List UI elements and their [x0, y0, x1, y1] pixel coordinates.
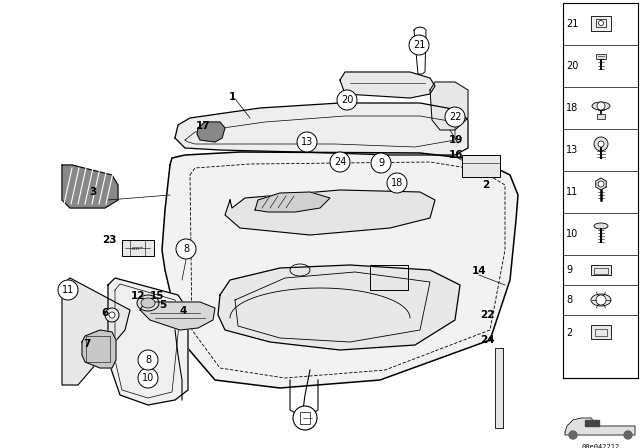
- Circle shape: [409, 35, 429, 55]
- Bar: [596, 54, 606, 59]
- Polygon shape: [175, 103, 468, 155]
- Polygon shape: [225, 190, 435, 235]
- Ellipse shape: [591, 294, 611, 306]
- Polygon shape: [62, 278, 130, 385]
- Text: 23: 23: [102, 235, 116, 245]
- Text: 2: 2: [566, 327, 572, 337]
- Text: 24: 24: [334, 157, 346, 167]
- Circle shape: [445, 107, 465, 127]
- Circle shape: [138, 368, 158, 388]
- Polygon shape: [62, 165, 118, 208]
- Text: 8: 8: [566, 295, 572, 305]
- Text: 12: 12: [131, 291, 145, 301]
- Circle shape: [569, 431, 577, 439]
- Polygon shape: [585, 420, 599, 426]
- Circle shape: [105, 308, 119, 322]
- Bar: [591, 326, 611, 340]
- Text: 10: 10: [566, 229, 579, 239]
- Bar: [595, 329, 607, 336]
- Text: 4: 4: [179, 306, 187, 316]
- Text: 8: 8: [145, 355, 151, 365]
- Circle shape: [109, 312, 115, 318]
- Text: 5: 5: [159, 300, 166, 310]
- Text: 1: 1: [228, 92, 236, 102]
- Text: 9: 9: [566, 265, 572, 275]
- Polygon shape: [140, 302, 215, 330]
- Ellipse shape: [141, 298, 155, 308]
- Text: 2: 2: [483, 180, 490, 190]
- Polygon shape: [430, 82, 468, 130]
- Bar: [594, 268, 608, 274]
- Circle shape: [293, 406, 317, 430]
- Text: 22: 22: [480, 310, 494, 320]
- Text: 20: 20: [566, 61, 579, 71]
- Circle shape: [598, 141, 604, 147]
- Text: 21: 21: [413, 40, 425, 50]
- Text: 6: 6: [101, 308, 109, 318]
- Circle shape: [138, 350, 158, 370]
- Polygon shape: [596, 178, 606, 190]
- Circle shape: [297, 132, 317, 152]
- Bar: [370, 265, 408, 290]
- Circle shape: [330, 152, 350, 172]
- Text: 11: 11: [566, 187, 579, 197]
- Ellipse shape: [592, 102, 610, 110]
- Text: 3: 3: [90, 187, 97, 197]
- Polygon shape: [255, 192, 330, 212]
- Circle shape: [387, 173, 407, 193]
- Polygon shape: [565, 418, 635, 435]
- Text: 15: 15: [150, 291, 164, 301]
- Text: 19: 19: [449, 135, 463, 145]
- Text: 14: 14: [472, 266, 486, 276]
- Polygon shape: [82, 330, 116, 368]
- Text: 10: 10: [142, 373, 154, 383]
- Bar: [591, 265, 611, 275]
- Circle shape: [371, 153, 391, 173]
- Polygon shape: [162, 152, 518, 388]
- Bar: [300, 412, 310, 424]
- Bar: [591, 16, 611, 31]
- Polygon shape: [197, 122, 225, 142]
- Ellipse shape: [594, 223, 608, 229]
- Bar: [563, 3, 638, 378]
- Circle shape: [58, 280, 78, 300]
- Bar: [597, 114, 605, 119]
- Circle shape: [598, 21, 604, 26]
- Text: 24: 24: [480, 335, 494, 345]
- Ellipse shape: [137, 295, 159, 311]
- Text: 7: 7: [83, 339, 91, 349]
- Text: 21: 21: [566, 19, 579, 29]
- Text: 9: 9: [378, 158, 384, 168]
- Text: 17: 17: [196, 121, 211, 131]
- Polygon shape: [218, 265, 460, 350]
- Text: 13: 13: [566, 145, 579, 155]
- Circle shape: [597, 102, 605, 110]
- Text: 16: 16: [449, 150, 463, 160]
- Circle shape: [594, 137, 608, 151]
- Bar: [596, 19, 606, 27]
- Circle shape: [337, 90, 357, 110]
- Bar: [86, 336, 110, 362]
- Polygon shape: [108, 278, 188, 405]
- Bar: [495, 348, 503, 428]
- Text: 00e042212: 00e042212: [581, 444, 620, 448]
- Text: 20: 20: [341, 95, 353, 105]
- Text: 13: 13: [301, 137, 313, 147]
- Text: 18: 18: [391, 178, 403, 188]
- Circle shape: [596, 295, 606, 305]
- Bar: [122, 240, 154, 256]
- Circle shape: [624, 431, 632, 439]
- Polygon shape: [340, 72, 435, 98]
- Text: orn²ᵇ: orn²ᵇ: [132, 246, 144, 250]
- Text: 22: 22: [449, 112, 461, 122]
- Text: 11: 11: [62, 285, 74, 295]
- Text: 18: 18: [566, 103, 579, 113]
- Circle shape: [598, 181, 604, 187]
- Circle shape: [176, 239, 196, 259]
- Text: 8: 8: [183, 244, 189, 254]
- Bar: [462, 155, 500, 177]
